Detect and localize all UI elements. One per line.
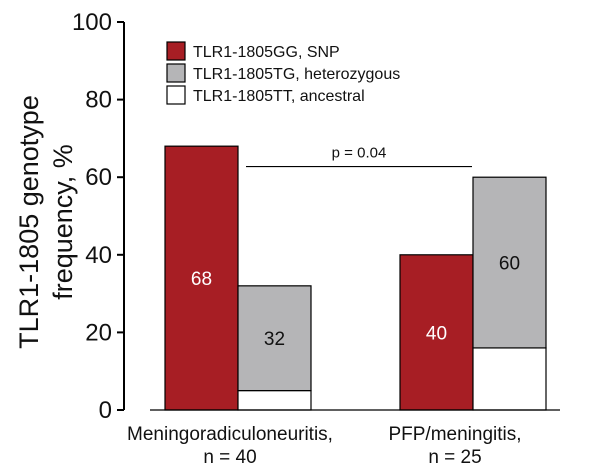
p-value-label: p = 0.04 [332, 145, 387, 162]
y-axis-title-line: frequency, % [48, 144, 78, 300]
bar-value-label: 68 [191, 269, 212, 290]
legend-entry: TLR1-1805TT, ancestral [193, 88, 365, 105]
legend-swatch [166, 41, 186, 61]
bar-tt-ancestral [472, 347, 547, 411]
category-label: n = 40 [203, 447, 256, 468]
y-tick-label: 0 [99, 397, 112, 424]
legend-swatch [166, 63, 186, 83]
legend-swatch [166, 85, 186, 105]
y-axis-title-line: TLR1-1805 genotype [14, 95, 44, 349]
y-tick-label: 60 [85, 164, 112, 191]
y-axis-title: TLR1-1805 genotype frequency, % [14, 95, 78, 349]
legend-entry: TLR1-1805TG, heterozygous [193, 66, 400, 83]
category-label: PFP/meningitis, [388, 424, 521, 445]
bar-tg-heterozygous [237, 285, 312, 392]
bar-tt-ancestral [237, 390, 312, 411]
y-tick-label: 40 [85, 242, 112, 269]
bars: 68 32 40 60 [150, 145, 560, 411]
legend-entry: TLR1-1805GG, SNP [193, 44, 340, 61]
x-axis-categories: Meningoradiculoneuritis,n = 40 PFP/mening… [127, 424, 522, 468]
y-tick-label: 80 [85, 87, 112, 114]
legend: TLR1-1805GG, SNP TLR1-1805TG, heterozygou… [166, 41, 400, 105]
y-tick-label: 20 [85, 319, 112, 346]
bar-value-label: 40 [426, 323, 447, 344]
bar-tg-heterozygous [472, 176, 547, 349]
bar-value-label: 32 [264, 329, 285, 350]
category-label: n = 25 [428, 447, 481, 468]
y-axis: 0 20 40 60 80 100 [72, 9, 125, 424]
category-label: Meningoradiculoneuritis, [127, 424, 333, 445]
bar-gg-snp [399, 254, 474, 411]
bar-value-label: 60 [499, 254, 520, 275]
significance-annotation: p = 0.04 [246, 145, 472, 168]
y-tick-label: 100 [72, 9, 112, 36]
